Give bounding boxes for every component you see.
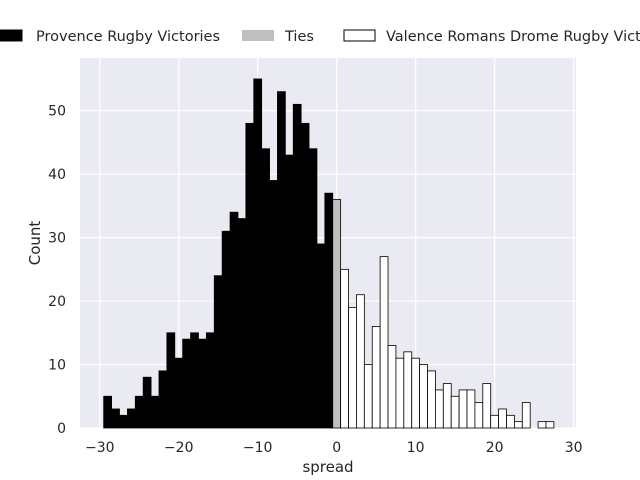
bar-series-2 <box>466 389 476 429</box>
bar-series-2 <box>482 383 492 429</box>
bar-series-0 <box>261 148 270 429</box>
y-tick-label: 40 <box>48 167 66 183</box>
legend-swatch-provence <box>0 29 23 42</box>
bar-series-2 <box>506 414 515 429</box>
bar-series-2 <box>427 370 436 429</box>
bar-series-2 <box>435 389 444 429</box>
y-tick-label: 20 <box>48 294 66 310</box>
bar-series-2 <box>537 421 547 429</box>
legend-label-valence: Valence Romans Drome Rugby Victories <box>386 29 640 45</box>
legend-swatch-ties <box>242 30 274 41</box>
tick-labels: −30 −20 −10 0 10 20 30 0 10 20 30 40 50 <box>48 104 582 456</box>
x-tick-label: −20 <box>164 440 194 456</box>
bar-series-0 <box>190 332 199 429</box>
bar-series-0 <box>182 338 191 429</box>
bar-series-2 <box>356 294 365 429</box>
legend: Provence Rugby Victories Ties Valence Ro… <box>0 29 640 45</box>
x-tick-label: −10 <box>243 440 273 456</box>
bar-series-0 <box>324 192 334 429</box>
y-tick-label: 10 <box>48 358 66 374</box>
bar-series-2 <box>458 389 468 429</box>
bar-series-2 <box>379 256 389 429</box>
bar-series-0 <box>111 408 120 429</box>
bar-series-0 <box>205 332 215 429</box>
bar-series-0 <box>245 122 255 429</box>
bar-series-2 <box>387 345 397 429</box>
bar-series-0 <box>253 78 263 429</box>
x-tick-label: 10 <box>407 440 425 456</box>
bar-series-0 <box>284 154 294 429</box>
x-tick-label: 0 <box>332 440 341 456</box>
y-tick-label: 50 <box>48 104 66 120</box>
y-axis-label: Count <box>26 221 44 266</box>
bar-series-2 <box>498 408 507 429</box>
y-tick-label: 0 <box>57 421 66 437</box>
bars <box>103 78 555 429</box>
bar-series-0 <box>142 376 152 429</box>
legend-label-provence: Provence Rugby Victories <box>36 29 220 45</box>
bar-series-2 <box>411 357 421 429</box>
bar-series-2 <box>395 357 405 429</box>
bar-series-0 <box>103 395 112 429</box>
bar-series-2 <box>513 421 523 429</box>
bar-series-0 <box>292 103 302 429</box>
x-tick-label: 30 <box>565 440 583 456</box>
bar-series-0 <box>308 148 318 429</box>
bar-series-2 <box>363 364 373 429</box>
bar-series-2 <box>340 268 349 429</box>
bar-series-0 <box>158 370 168 429</box>
bar-series-2 <box>474 402 484 429</box>
bar-series-2 <box>545 421 555 429</box>
bar-series-0 <box>237 218 247 429</box>
bar-series-2 <box>442 383 452 429</box>
bar-series-0 <box>126 408 136 429</box>
bar-series-2 <box>419 364 428 429</box>
bar-series-0 <box>269 180 278 429</box>
bar-series-0 <box>174 357 184 429</box>
bar-series-2 <box>521 402 531 429</box>
bar-series-0 <box>221 230 231 429</box>
bar-series-0 <box>229 211 239 429</box>
bar-series-0 <box>166 332 176 429</box>
bar-series-2 <box>403 351 413 429</box>
bar-series-0 <box>198 338 207 429</box>
bar-series-0 <box>300 122 310 429</box>
bar-series-2 <box>450 395 460 429</box>
x-tick-label: 20 <box>486 440 504 456</box>
legend-label-ties: Ties <box>284 29 314 45</box>
bar-series-0 <box>213 275 223 429</box>
bar-series-0 <box>134 395 144 429</box>
y-tick-label: 30 <box>48 231 66 247</box>
bar-series-0 <box>316 243 326 429</box>
bar-series-0 <box>150 395 160 429</box>
x-tick-label: −30 <box>85 440 115 456</box>
bar-series-0 <box>119 414 128 429</box>
bar-series-2 <box>490 414 499 429</box>
bar-series-2 <box>371 326 381 429</box>
bar-series-2 <box>348 307 357 429</box>
legend-swatch-valence <box>343 29 376 42</box>
bar-series-1 <box>332 199 342 429</box>
bar-series-0 <box>277 91 286 429</box>
x-axis-label: spread <box>302 458 353 476</box>
